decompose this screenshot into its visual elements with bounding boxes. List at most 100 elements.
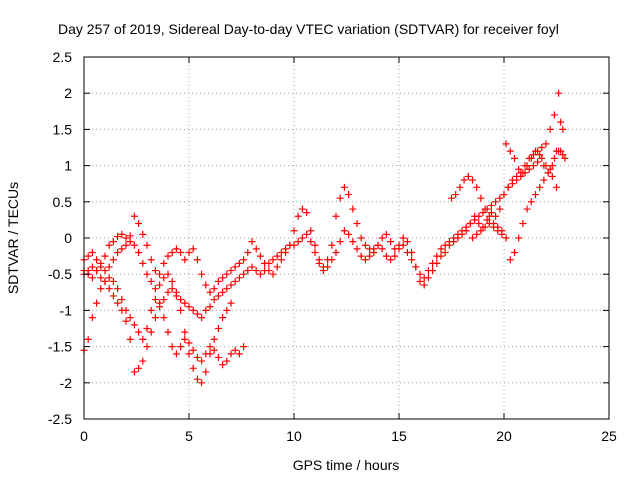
data-point xyxy=(420,274,428,282)
data-point xyxy=(290,227,298,235)
data-point xyxy=(525,165,533,173)
chart-title: Day 257 of 2019, Sidereal Day-to-day VTE… xyxy=(58,21,559,37)
data-point xyxy=(122,234,130,242)
data-point xyxy=(147,306,155,314)
data-point xyxy=(452,191,460,199)
data-point xyxy=(252,245,260,253)
x-tick-label: 15 xyxy=(391,428,407,444)
data-point xyxy=(198,357,206,365)
data-point xyxy=(139,259,147,267)
data-point xyxy=(109,292,117,300)
data-point xyxy=(506,256,514,264)
data-point xyxy=(557,118,565,126)
data-point xyxy=(519,220,527,228)
data-point xyxy=(122,317,130,325)
data-point xyxy=(473,183,481,191)
data-point xyxy=(130,321,138,329)
data-point xyxy=(202,368,210,376)
data-point xyxy=(160,259,168,267)
data-point xyxy=(298,234,306,242)
data-point xyxy=(511,248,518,256)
data-point xyxy=(181,299,189,307)
data-point xyxy=(185,303,193,311)
data-point xyxy=(311,248,319,256)
data-point xyxy=(219,314,227,322)
data-point xyxy=(248,238,256,246)
data-point xyxy=(340,183,348,191)
data-point xyxy=(527,198,535,206)
data-point xyxy=(265,259,273,267)
data-point xyxy=(198,270,206,278)
x-tick-label: 10 xyxy=(286,428,302,444)
data-point xyxy=(496,194,504,202)
data-point xyxy=(109,277,117,285)
data-point xyxy=(135,248,143,256)
data-point xyxy=(223,270,231,278)
data-point xyxy=(227,267,235,275)
data-point xyxy=(269,256,277,264)
data-point xyxy=(223,306,231,314)
data-point xyxy=(206,350,214,358)
data-point xyxy=(408,256,416,264)
data-point xyxy=(357,234,365,242)
data-point xyxy=(135,220,143,228)
data-point xyxy=(511,154,518,162)
data-point xyxy=(387,238,395,246)
data-point xyxy=(185,339,193,347)
data-point xyxy=(269,270,277,278)
data-point xyxy=(231,263,239,271)
data-point xyxy=(122,241,130,249)
data-point xyxy=(496,205,504,213)
data-point xyxy=(412,263,420,271)
data-point xyxy=(529,162,537,170)
data-point xyxy=(147,277,155,285)
data-point xyxy=(517,172,525,180)
data-point xyxy=(109,238,117,246)
data-point xyxy=(294,238,302,246)
data-point xyxy=(219,274,227,282)
data-point xyxy=(399,234,407,242)
data-point xyxy=(290,241,298,249)
data-point xyxy=(168,277,176,285)
data-point xyxy=(143,325,151,332)
data-point xyxy=(553,183,560,191)
data-point xyxy=(177,248,185,256)
data-point xyxy=(546,165,554,173)
axis-ticks xyxy=(83,56,610,420)
data-point xyxy=(536,183,544,191)
data-point xyxy=(164,288,172,296)
data-point xyxy=(483,216,491,224)
data-point xyxy=(490,223,497,231)
data-point xyxy=(114,285,122,293)
data-point xyxy=(240,270,248,278)
data-point xyxy=(542,140,550,148)
y-tick-label: 2.5 xyxy=(53,49,73,65)
data-point xyxy=(553,147,560,155)
y-tick-label: -1.5 xyxy=(48,339,72,355)
data-point xyxy=(492,212,500,220)
data-point xyxy=(126,335,134,343)
y-tick-label: 2 xyxy=(64,85,72,101)
data-point xyxy=(240,256,248,264)
data-point xyxy=(399,241,407,249)
data-point xyxy=(370,245,378,253)
data-point xyxy=(126,238,134,246)
data-point xyxy=(550,154,558,162)
data-point xyxy=(227,350,235,358)
data-point xyxy=(210,285,218,293)
y-axis-title: SDTVAR / TECUs xyxy=(5,182,21,294)
data-point xyxy=(202,306,210,314)
data-point xyxy=(527,154,535,162)
data-point xyxy=(168,343,176,351)
tick-labels: 0 5 10 15 20 25 -2.5 -2 -1.5 -1 -0.5 0 0.5 1 1.5 2 2.5 xyxy=(48,49,617,444)
data-point xyxy=(118,306,126,314)
data-point xyxy=(441,241,449,249)
data-point xyxy=(240,343,248,351)
data-point xyxy=(445,238,453,246)
data-point xyxy=(420,281,428,289)
data-point xyxy=(311,241,319,249)
data-point xyxy=(561,154,569,162)
data-point xyxy=(252,267,260,275)
data-point xyxy=(177,306,185,314)
data-point xyxy=(168,248,176,256)
